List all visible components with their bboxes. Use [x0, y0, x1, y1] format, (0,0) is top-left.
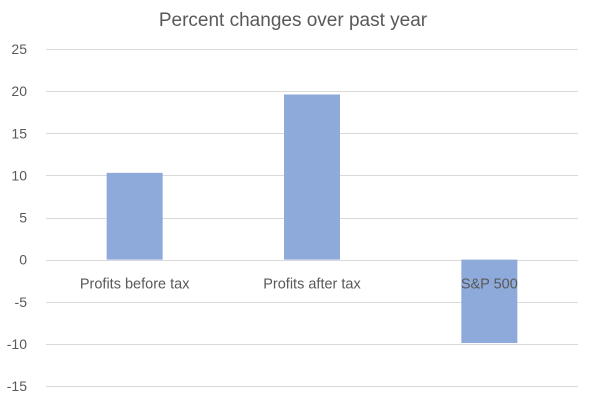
bar-s-p-500 [461, 259, 518, 344]
y-tick-label: 0 [19, 252, 27, 268]
category-label-profits-before-tax: Profits before tax [80, 277, 190, 293]
y-tick-label: -5 [15, 294, 28, 310]
y-axis-tick-labels: 25 20 15 10 5 0 -5 -10 -15 [7, 41, 27, 394]
y-tick-label: -10 [7, 336, 27, 352]
bar-profits-before-tax [106, 172, 163, 260]
bars [106, 94, 518, 344]
category-labels: Profits before tax Profits after tax S&P 5… [80, 277, 518, 293]
category-label-profits-after-tax: Profits after tax [263, 277, 361, 293]
y-tick-label: 10 [11, 167, 27, 183]
y-tick-label: 25 [11, 41, 27, 57]
y-tick-label: 5 [19, 210, 27, 226]
bar-profits-after-tax [284, 94, 340, 260]
category-label-s-p-500: S&P 500 [461, 277, 518, 293]
y-tick-label: 20 [11, 83, 27, 99]
y-tick-label: 15 [11, 125, 27, 141]
y-tick-label: -15 [7, 378, 27, 394]
chart-title: Percent changes over past year [159, 10, 428, 31]
